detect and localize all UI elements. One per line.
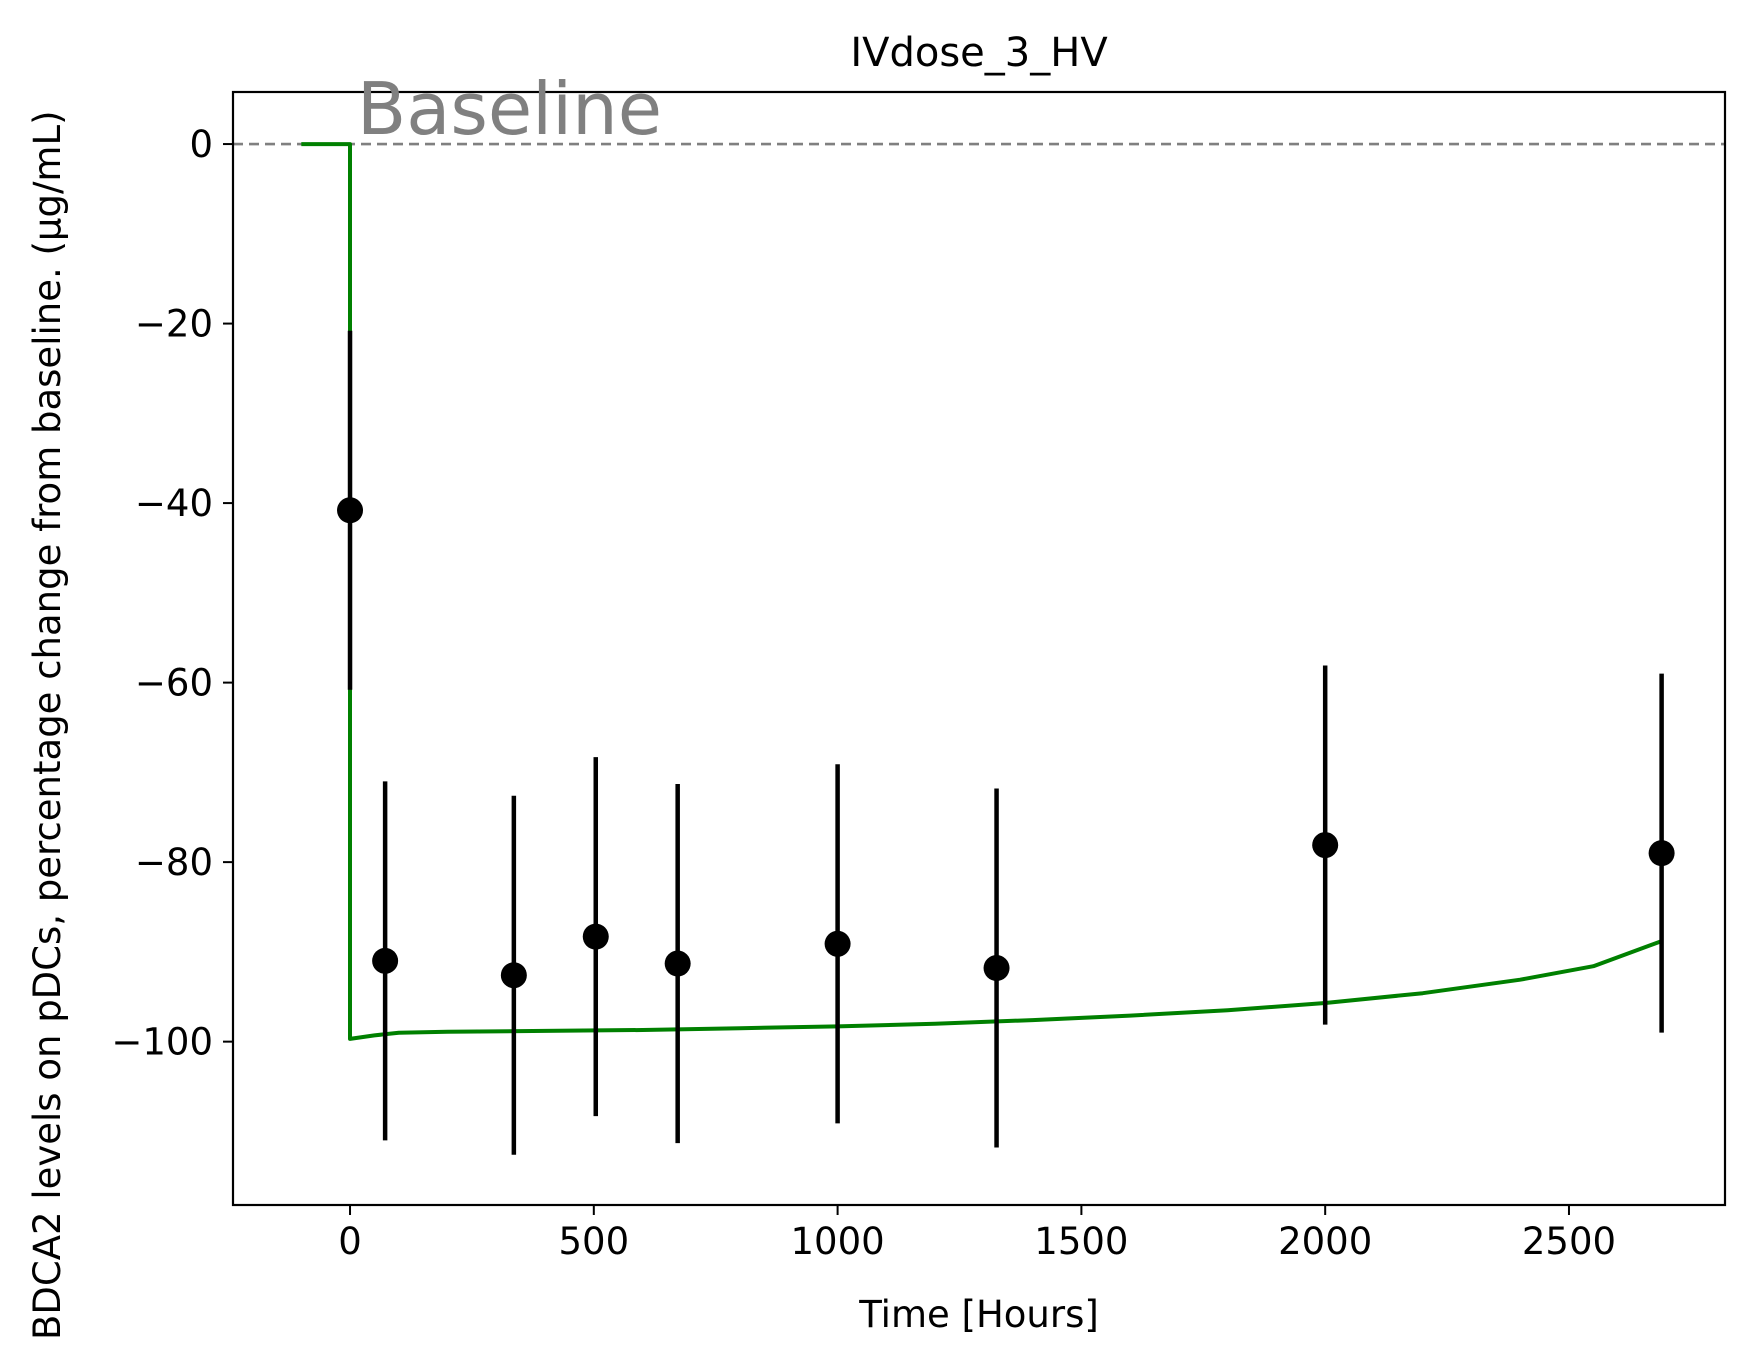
data-point-8 xyxy=(1648,840,1675,867)
data-point-6 xyxy=(983,955,1010,982)
x-tick-label-4: 2000 xyxy=(1278,1220,1372,1263)
data-point-7 xyxy=(1312,832,1339,859)
baseline-annotation: Baseline xyxy=(357,67,662,151)
y-tick-label-5: −100 xyxy=(111,1021,213,1064)
data-point-3 xyxy=(582,923,609,950)
x-axis-label: Time [Hours] xyxy=(858,1293,1099,1336)
x-axis-ticks: 0 500 1000 1500 2000 2500 xyxy=(338,1205,1616,1263)
y-tick-label-4: −80 xyxy=(135,841,213,884)
data-point-2 xyxy=(500,962,527,989)
y-tick-label-0: 0 xyxy=(189,123,213,166)
x-tick-label-3: 1500 xyxy=(1034,1220,1128,1263)
data-point-5 xyxy=(824,930,851,957)
x-tick-label-0: 0 xyxy=(338,1220,362,1263)
y-tick-label-2: −40 xyxy=(135,482,213,525)
data-point-4 xyxy=(664,950,691,977)
y-tick-label-1: −20 xyxy=(135,303,213,346)
x-tick-label-5: 2500 xyxy=(1522,1220,1616,1263)
plot-area xyxy=(233,142,1725,1155)
y-tick-label-3: −60 xyxy=(135,662,213,705)
y-axis-label: BDCA2 levels on pDCs, percentage change … xyxy=(26,110,69,1340)
chart-title: IVdose_3_HV xyxy=(850,30,1108,76)
data-point-1 xyxy=(372,947,399,974)
x-tick-label-2: 1000 xyxy=(791,1220,885,1263)
axes-frame xyxy=(231,90,1727,1207)
y-axis-ticks: 0 −20 −40 −60 −80 −100 xyxy=(111,123,233,1064)
x-tick-label-1: 500 xyxy=(558,1220,629,1263)
data-point-0 xyxy=(337,497,364,524)
series-layer xyxy=(301,142,1675,1155)
